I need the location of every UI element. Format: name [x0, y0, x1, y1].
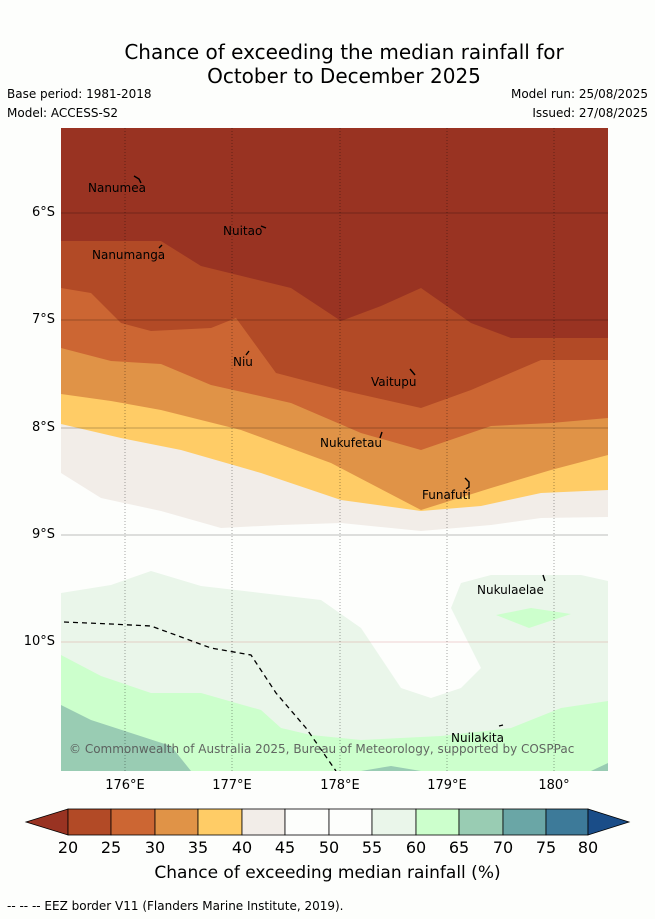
- island-label-nukulaelae: Nukulaelae: [477, 583, 544, 597]
- colorbar-tick: 75: [535, 838, 557, 857]
- lon-label-176e: 176°E: [105, 778, 145, 793]
- lat-label-8s: 8°S: [31, 420, 55, 435]
- colorbar-bin-70-75: [502, 808, 547, 836]
- eez-border: [63, 621, 337, 771]
- longitude-gridlines: [124, 128, 555, 771]
- lon-label-179e: 179°E: [427, 778, 467, 793]
- island-label-nanumanga: Nanumanga: [92, 248, 165, 262]
- colorbar-bin-35-40: [197, 808, 243, 836]
- colorbar-bin-20-25: [67, 808, 112, 836]
- colorbar-tick: 70: [492, 838, 514, 857]
- colorbar-tick: 55: [361, 838, 383, 857]
- colorbar-bin-75-80: [545, 808, 589, 836]
- lat-label-10s: 10°S: [23, 634, 55, 649]
- colorbar-tick: 60: [405, 838, 427, 857]
- colorbar-bin-55-60: [371, 808, 417, 836]
- island-label-nanumea: Nanumea: [88, 181, 146, 195]
- colorbar-tick: 25: [100, 838, 122, 857]
- island-label-funafuti: Funafuti: [422, 488, 471, 502]
- colorbar-bin-40-45: [241, 808, 286, 836]
- island-label-niu: Niu: [233, 355, 253, 369]
- island-label-vaitupu: Vaitupu: [371, 375, 417, 389]
- island-marks: [133, 175, 546, 727]
- colorbar-bin-25-30: [110, 808, 156, 836]
- island-label-nuitao: Nuitao: [223, 224, 262, 238]
- band-65-70: [61, 705, 191, 771]
- colorbar-tick: 80: [577, 838, 599, 857]
- colorbar-tick: 50: [318, 838, 340, 857]
- colorbar-tick: 65: [448, 838, 470, 857]
- colorbar-bin-60-65: [415, 808, 460, 836]
- lon-label-178e: 178°E: [320, 778, 360, 793]
- issued-date: Issued: 27/08/2025: [532, 106, 648, 120]
- band-65-70-east: [591, 763, 608, 771]
- copyright-notice: © Commonwealth of Australia 2025, Bureau…: [69, 742, 574, 756]
- lat-label-9s: 9°S: [31, 527, 55, 542]
- colorbar-arrow-low: [24, 808, 69, 836]
- island-label-nukufetau: Nukufetau: [320, 436, 382, 450]
- colorbar-bin-65-70: [458, 808, 504, 836]
- band-60-65: [61, 655, 608, 771]
- colorbar-tick: 30: [144, 838, 166, 857]
- colorbar-bin-50-55: [328, 808, 373, 836]
- colorbar-tick: 20: [57, 838, 79, 857]
- model-run-date: Model run: 25/08/2025: [510, 87, 648, 101]
- colorbar-title: Chance of exceeding median rainfall (%): [154, 863, 501, 883]
- colorbar-bin-30-35: [154, 808, 199, 836]
- latitude-gridlines: [61, 212, 608, 643]
- rainfall-map: Nanumea Nuitao Nanumanga Niu Vaitupu Nuk…: [61, 128, 608, 771]
- model-name: Model: ACCESS-S2: [7, 106, 119, 120]
- band-60-65-patch: [496, 608, 571, 628]
- lon-label-180: 180°: [538, 778, 570, 793]
- lat-label-7s: 7°S: [31, 312, 55, 327]
- colorbar-tick: 40: [231, 838, 253, 857]
- lon-label-177e: 177°E: [212, 778, 252, 793]
- colorbar-arrow-high: [587, 808, 631, 836]
- eez-footnote: -- -- -- EEZ border V11 (Flanders Marine…: [7, 899, 344, 913]
- island-label-nuilakita: Nuilakita: [451, 731, 504, 745]
- colorbar-bin-45-50: [284, 808, 330, 836]
- colorbar: [24, 808, 631, 836]
- band-65-70-south: [361, 766, 421, 771]
- base-period: Base period: 1981-2018: [7, 87, 152, 101]
- lat-label-6s: 6°S: [31, 205, 55, 220]
- chart-title: Chance of exceeding the median rainfall …: [124, 40, 564, 88]
- colorbar-tick: 35: [187, 838, 209, 857]
- colorbar-tick: 45: [274, 838, 296, 857]
